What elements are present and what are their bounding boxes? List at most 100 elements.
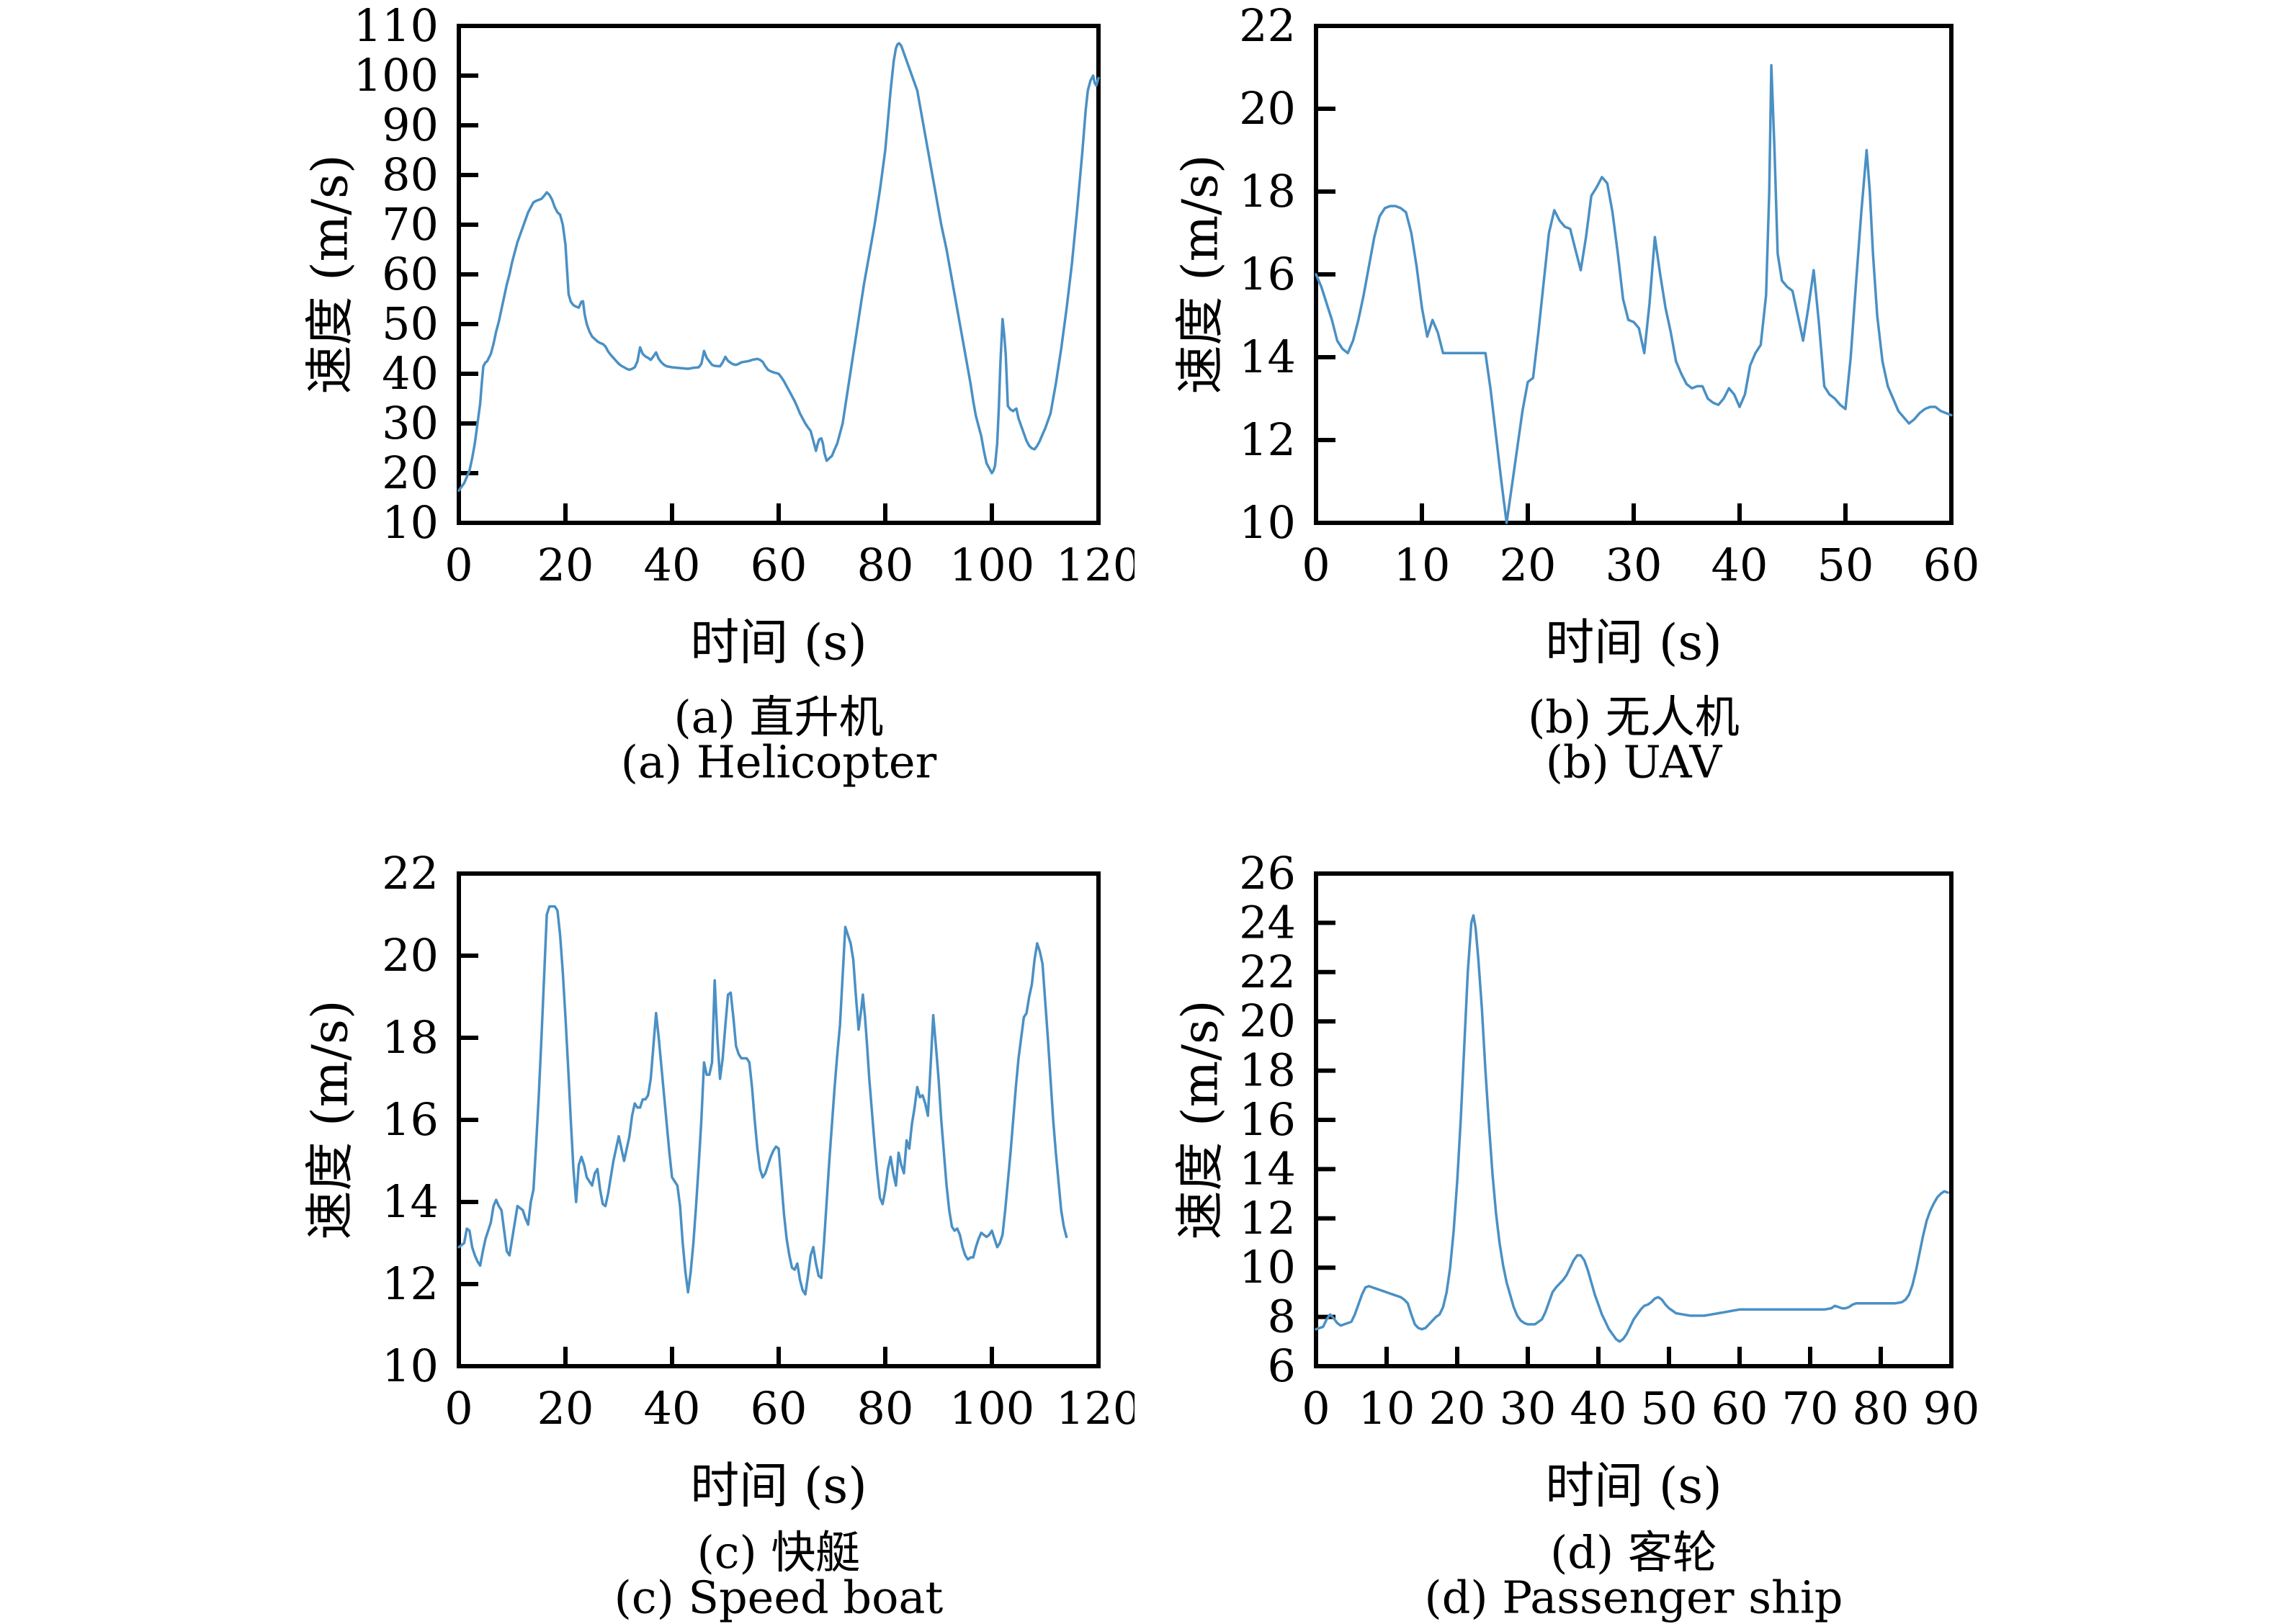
y-tick-label: 12	[1239, 1192, 1296, 1244]
panel-passenger-ship: 0 10 20 30 40 50 60 70 80 90 6 8 10 12 14 16 18 20 22 24 26 …	[1134, 810, 2269, 1624]
y-tick-label: 18	[1239, 1044, 1296, 1097]
x-tick-label: 60	[1711, 1382, 1768, 1435]
tick-labels: 0 20 40 60 80 100 120 10 12 14 16 18 20 22	[382, 847, 1134, 1435]
x-tick-label: 120	[1056, 539, 1134, 591]
y-tick-label: 18	[1239, 165, 1296, 217]
panel-uav: 0 10 20 30 40 50 60 10 12 14 16 18 20 22 速度 (m/s) 时间 …	[1134, 0, 2269, 811]
x-tick-label: 20	[537, 539, 594, 591]
x-tick-label: 30	[1606, 539, 1662, 591]
x-tick-label: 70	[1782, 1382, 1839, 1435]
y-tick-label: 100	[354, 49, 439, 102]
y-axis-label-c: 速度 (m/s)	[302, 1000, 359, 1240]
x-tick-label: 20	[537, 1382, 594, 1435]
y-tick-label: 10	[382, 496, 439, 549]
x-tick-label: 10	[1394, 539, 1451, 591]
x-tick-label: 10	[1359, 1382, 1415, 1435]
x-axis-label-d: 时间 (s)	[1545, 1458, 1722, 1515]
x-tick-label: 0	[444, 1382, 473, 1435]
panel-speed-boat: 0 20 40 60 80 100 120 10 12 14 16 18 20 22 速度 (m/s) 时…	[0, 810, 1135, 1624]
y-tick-label: 22	[1239, 946, 1296, 998]
x-tick-label: 20	[1500, 539, 1557, 591]
chart-speed-boat-canvas: 0 20 40 60 80 100 120 10 12 14 16 18 20 22	[382, 847, 1134, 1435]
caption-en-b: (b) UAV	[1545, 735, 1722, 789]
x-tick-label: 60	[751, 539, 807, 591]
x-tick-label: 60	[751, 1382, 807, 1435]
y-tick-label: 20	[382, 447, 439, 499]
y-tick-label: 70	[382, 198, 439, 251]
y-tick-label: 26	[1239, 847, 1296, 900]
x-tick-label: 40	[1711, 539, 1768, 591]
x-tick-label: 40	[644, 539, 701, 591]
y-tick-label: 6	[1268, 1340, 1296, 1392]
plot-border	[1314, 871, 1954, 1368]
x-axis-label-c: 时间 (s)	[690, 1458, 867, 1515]
y-tick-label: 16	[382, 1093, 439, 1146]
x-tick-label: 30	[1500, 1382, 1557, 1435]
x-tick-label: 100	[949, 1382, 1034, 1435]
y-axis-label-b: 速度 (m/s)	[1172, 154, 1230, 395]
y-tick-label: 22	[1239, 0, 1296, 52]
caption-en-a: (a) Helicopter	[620, 735, 937, 789]
y-tick-label: 80	[382, 148, 439, 201]
y-tick-label: 24	[1239, 896, 1296, 948]
plot-border	[457, 871, 1101, 1368]
x-tick-label: 60	[1923, 539, 1980, 591]
x-tick-label: 50	[1817, 539, 1874, 591]
y-tick-label: 20	[1239, 82, 1296, 135]
y-tick-label: 30	[382, 397, 439, 449]
tick-marks	[1314, 871, 1954, 1368]
tick-marks	[457, 24, 1101, 525]
y-tick-label: 12	[382, 1257, 439, 1310]
y-tick-label: 20	[1239, 995, 1296, 1047]
speed-line-a	[457, 42, 1100, 492]
tick-marks	[457, 871, 1101, 1368]
y-tick-label: 60	[382, 248, 439, 300]
x-tick-label: 40	[644, 1382, 701, 1435]
y-tick-label: 90	[382, 99, 439, 151]
x-tick-label: 50	[1641, 1382, 1698, 1435]
y-tick-label: 20	[382, 929, 439, 982]
y-tick-label: 110	[354, 0, 439, 52]
y-tick-label: 14	[1239, 1142, 1296, 1195]
x-axis-label-a: 时间 (s)	[690, 614, 867, 672]
x-tick-label: 90	[1923, 1382, 1980, 1435]
y-tick-label: 10	[1239, 496, 1296, 549]
speed-line-d	[1315, 914, 1949, 1343]
y-tick-label: 10	[1239, 1241, 1296, 1293]
caption-zh-d: (d) 客轮	[1550, 1526, 1717, 1579]
y-tick-label: 50	[382, 297, 439, 350]
panel-helicopter: 0 20 40 60 80 100 120 10 20 30 40 50 60 70 80 90 100 110 …	[0, 0, 1135, 811]
y-tick-label: 40	[382, 347, 439, 400]
caption-zh-a: (a) 直升机	[673, 691, 884, 743]
y-axis-label-a: 速度 (m/s)	[302, 154, 359, 395]
caption-en-d: (d) Passenger ship	[1424, 1571, 1843, 1624]
speed-line-c	[457, 905, 1068, 1296]
x-axis-label-b: 时间 (s)	[1545, 614, 1722, 672]
x-tick-label: 80	[1853, 1382, 1910, 1435]
x-tick-label: 40	[1570, 1382, 1627, 1435]
y-tick-label: 22	[382, 847, 439, 900]
x-tick-label: 0	[1302, 1382, 1330, 1435]
y-axis-label-d: 速度 (m/s)	[1172, 1000, 1230, 1240]
y-tick-label: 14	[382, 1175, 439, 1228]
caption-zh-c: (c) 快艇	[697, 1526, 861, 1579]
x-tick-label: 120	[1056, 1382, 1134, 1435]
x-tick-label: 80	[857, 1382, 914, 1435]
x-tick-label: 80	[857, 539, 914, 591]
y-tick-label: 18	[382, 1011, 439, 1064]
y-tick-label: 16	[1239, 248, 1296, 300]
caption-zh-b: (b) 无人机	[1528, 691, 1740, 743]
y-tick-label: 8	[1268, 1291, 1296, 1343]
y-tick-label: 14	[1239, 331, 1296, 383]
y-tick-label: 10	[382, 1340, 439, 1392]
x-tick-label: 20	[1429, 1382, 1486, 1435]
y-tick-label: 16	[1239, 1093, 1296, 1146]
caption-en-c: (c) Speed boat	[614, 1571, 944, 1624]
speed-line-b	[1315, 63, 1953, 524]
x-tick-label: 0	[1302, 539, 1330, 591]
